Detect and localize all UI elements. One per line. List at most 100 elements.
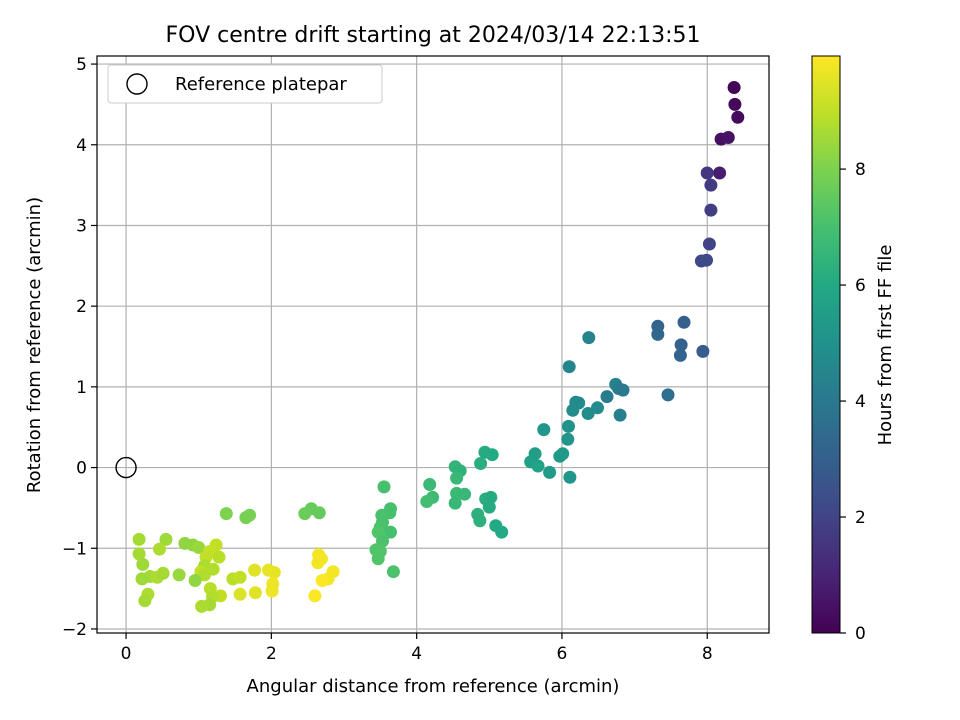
data-point [616, 383, 630, 397]
colorbar [811, 55, 841, 634]
data-point [376, 534, 389, 548]
data-point [613, 408, 627, 422]
data-point [700, 166, 714, 180]
data-point [248, 586, 262, 600]
grid-lines [97, 56, 769, 633]
data-point [562, 360, 576, 374]
data-point [172, 568, 186, 582]
data-point [450, 471, 464, 485]
plot-frame [96, 55, 770, 634]
data-point [704, 203, 718, 217]
reference-marker-group [115, 456, 137, 479]
colorbar-tick-label: 0 [855, 624, 866, 644]
data-point [485, 448, 499, 462]
data-point [386, 565, 400, 579]
data-point [731, 110, 745, 124]
data-point [267, 566, 281, 579]
x-axis-ticks: 0 2 4 6 8 [121, 633, 713, 664]
data-point [727, 81, 741, 94]
data-point [581, 407, 595, 420]
data-point [543, 465, 557, 479]
data-point [661, 388, 675, 402]
data-point [458, 487, 472, 501]
data-point [243, 508, 257, 522]
colorbar-tick-label: 2 [855, 508, 866, 528]
data-point [153, 542, 166, 556]
x-tick-label: 2 [266, 644, 277, 664]
data-point [704, 178, 718, 192]
chart-title: FOV centre drift starting at 2024/03/14 … [166, 23, 701, 48]
data-point [248, 563, 262, 577]
data-point [563, 470, 577, 484]
data-point [384, 525, 397, 539]
data-point [188, 574, 202, 587]
colorbar-label: Hours from first FF file [875, 245, 896, 446]
data-point [448, 496, 462, 510]
data-point [192, 541, 206, 554]
data-point [371, 552, 385, 566]
data-point [537, 423, 551, 437]
data-point [600, 390, 614, 404]
colorbar-tick-label: 4 [855, 392, 866, 412]
data-point [651, 327, 665, 341]
y-tick-label: 0 [76, 459, 87, 479]
data-point [484, 490, 498, 504]
data-point [702, 237, 716, 251]
y-tick-label: 4 [76, 136, 87, 156]
data-point [582, 331, 596, 345]
legend-marker-icon [126, 73, 148, 95]
data-point [674, 338, 688, 352]
data-point [713, 166, 727, 180]
data-point [265, 584, 279, 598]
data-point [138, 594, 152, 608]
data-point [233, 587, 247, 601]
data-point [135, 572, 149, 586]
data-point [423, 478, 437, 491]
data-point [132, 532, 146, 546]
data-point [473, 514, 487, 528]
y-tick-label: −1 [62, 539, 87, 559]
legend: Reference platepar [107, 64, 383, 104]
data-point [311, 556, 325, 570]
data-point [195, 599, 209, 613]
data-point [132, 547, 146, 561]
data-point [677, 315, 691, 329]
data-point [312, 506, 326, 520]
data-point [233, 570, 247, 584]
data-point [136, 557, 150, 571]
y-tick-label: −2 [62, 620, 87, 640]
data-point [566, 403, 580, 417]
data-point [673, 348, 687, 362]
data-point [700, 253, 713, 267]
y-tick-label: 5 [76, 55, 87, 75]
data-point [562, 419, 575, 433]
x-axis-label: Angular distance from reference (arcmin) [247, 676, 620, 697]
data-point [556, 447, 570, 461]
x-tick-label: 0 [121, 644, 132, 664]
data-point [482, 500, 496, 514]
data-point [198, 568, 211, 582]
data-point [159, 532, 173, 546]
data-points [132, 81, 745, 613]
legend-label: Reference platepar [175, 74, 347, 95]
y-axis-label: Rotation from reference (arcmin) [24, 197, 45, 493]
colorbar-tick-label: 8 [855, 160, 866, 180]
data-point [315, 574, 329, 587]
data-point [696, 344, 710, 358]
data-point [495, 525, 509, 539]
data-point [377, 480, 391, 494]
data-point [420, 495, 434, 508]
reference-point-marker [115, 456, 137, 479]
data-point [212, 550, 226, 564]
data-point [531, 459, 545, 473]
data-point [298, 507, 312, 521]
x-tick-label: 6 [557, 644, 568, 664]
data-point [474, 457, 488, 470]
colorbar-ticks: 0 2 4 6 8 [840, 160, 866, 644]
legend-box [107, 64, 383, 104]
y-tick-label: 2 [76, 297, 87, 317]
data-point [721, 131, 735, 144]
data-point [561, 432, 575, 446]
data-point [308, 589, 322, 603]
